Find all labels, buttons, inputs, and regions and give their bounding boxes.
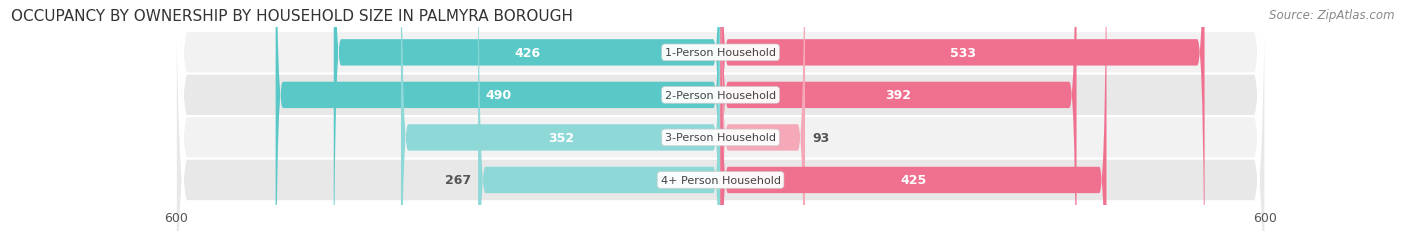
FancyBboxPatch shape <box>176 0 1265 231</box>
Text: 490: 490 <box>485 89 512 102</box>
FancyBboxPatch shape <box>401 0 721 231</box>
FancyBboxPatch shape <box>333 0 721 231</box>
FancyBboxPatch shape <box>721 0 806 231</box>
Text: 1-Person Household: 1-Person Household <box>665 48 776 58</box>
Text: 533: 533 <box>949 47 976 60</box>
FancyBboxPatch shape <box>721 0 1107 231</box>
Text: 3-Person Household: 3-Person Household <box>665 133 776 143</box>
Text: 426: 426 <box>515 47 540 60</box>
FancyBboxPatch shape <box>721 0 1205 231</box>
Text: OCCUPANCY BY OWNERSHIP BY HOUSEHOLD SIZE IN PALMYRA BOROUGH: OCCUPANCY BY OWNERSHIP BY HOUSEHOLD SIZE… <box>11 9 574 24</box>
FancyBboxPatch shape <box>721 0 1077 231</box>
FancyBboxPatch shape <box>176 0 1265 231</box>
Text: 2-Person Household: 2-Person Household <box>665 91 776 100</box>
Text: 4+ Person Household: 4+ Person Household <box>661 175 780 185</box>
Text: 425: 425 <box>900 174 927 187</box>
FancyBboxPatch shape <box>276 0 721 231</box>
FancyBboxPatch shape <box>176 0 1265 231</box>
FancyBboxPatch shape <box>478 0 721 231</box>
Text: 93: 93 <box>813 131 830 144</box>
Text: 392: 392 <box>886 89 911 102</box>
FancyBboxPatch shape <box>176 0 1265 231</box>
Text: 352: 352 <box>548 131 574 144</box>
Text: Source: ZipAtlas.com: Source: ZipAtlas.com <box>1270 9 1395 22</box>
Text: 267: 267 <box>444 174 471 187</box>
